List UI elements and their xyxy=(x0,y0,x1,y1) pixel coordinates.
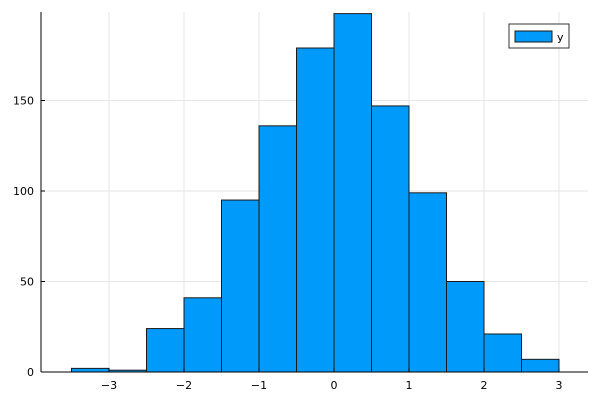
histogram-bar xyxy=(521,358,560,373)
legend: y xyxy=(508,23,570,49)
x-tick-label: 3 xyxy=(556,379,563,392)
x-tick-label: 0 xyxy=(331,379,338,392)
legend-swatch xyxy=(514,30,553,43)
histogram-bar xyxy=(483,333,522,373)
histogram-bar xyxy=(333,13,372,373)
legend-label: y xyxy=(557,31,564,44)
x-tick-label: −1 xyxy=(251,379,267,392)
histogram-bar xyxy=(258,125,297,373)
histogram-bar xyxy=(296,47,335,373)
histogram-bar xyxy=(146,328,185,373)
histogram-bar xyxy=(183,297,222,373)
histogram-bar xyxy=(408,192,447,373)
y-axis-ticks: 0 50 100 150 xyxy=(13,95,45,379)
histogram-bar xyxy=(371,105,410,373)
y-tick-label: 150 xyxy=(13,95,34,108)
x-tick-label: −2 xyxy=(176,379,192,392)
histogram-bar xyxy=(221,199,260,373)
y-tick-label: 50 xyxy=(20,276,34,289)
x-tick-label: 2 xyxy=(481,379,488,392)
axes xyxy=(40,12,588,373)
histogram-bar xyxy=(446,281,485,373)
x-axis-ticks: −3 −2 −1 0 1 2 3 xyxy=(101,368,563,392)
x-tick-label: 1 xyxy=(406,379,413,392)
histogram-bar xyxy=(71,367,110,373)
x-tick-label: −3 xyxy=(101,379,117,392)
histogram-bars xyxy=(71,13,560,373)
y-tick-label: 100 xyxy=(13,185,34,198)
y-tick-label: 0 xyxy=(27,366,34,379)
